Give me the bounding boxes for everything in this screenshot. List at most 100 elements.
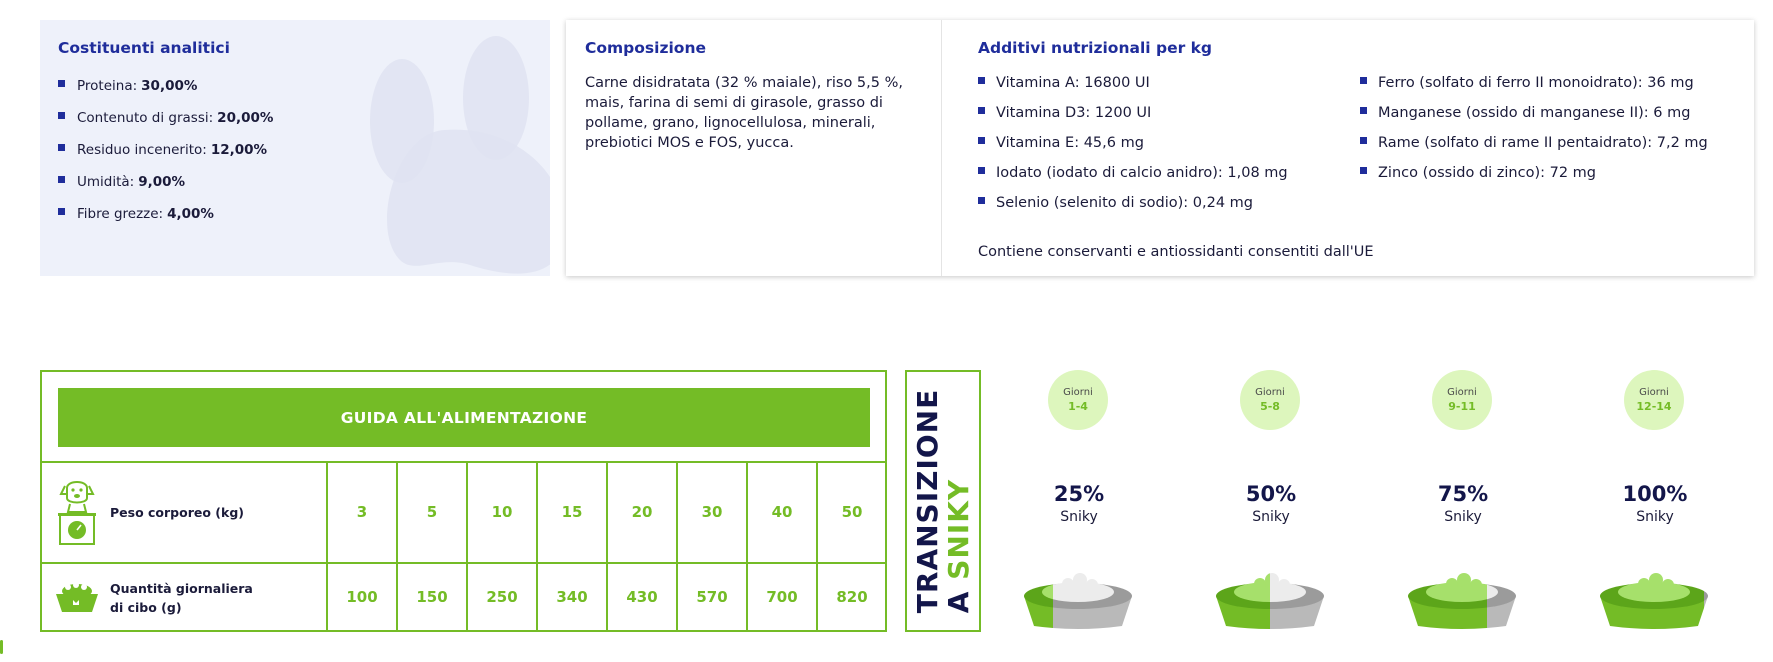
food-bowl-icon bbox=[1408, 573, 1516, 629]
analytic-constituents-title: Costituenti analitici bbox=[58, 39, 230, 57]
transition-brand: SNIKY bbox=[942, 478, 975, 580]
brand-label: Sniky bbox=[1060, 509, 1098, 525]
constituent-value: 4,00% bbox=[167, 206, 214, 222]
additives-column-2: Ferro (solfato di ferro II monoidrato): … bbox=[1360, 75, 1708, 195]
constituent-label: Proteina: bbox=[77, 78, 138, 94]
additives-section: Additivi nutrizionali per kg Vitamina A:… bbox=[978, 39, 1738, 260]
bullet-icon bbox=[978, 167, 985, 174]
days-range: 12-14 bbox=[1636, 400, 1672, 413]
additives-column-1: Vitamina A: 16800 UI Vitamina D3: 1200 U… bbox=[978, 75, 1288, 225]
bullet-icon bbox=[58, 112, 65, 119]
list-item: Vitamina E: 45,6 mg bbox=[978, 135, 1288, 165]
days-range: 9-11 bbox=[1448, 400, 1476, 413]
quantity-cell: 100 bbox=[346, 588, 378, 606]
table-divider bbox=[676, 463, 678, 632]
constituent-value: 9,00% bbox=[138, 174, 186, 190]
constituent-label: Residuo incenerito: bbox=[77, 142, 207, 158]
composition-title: Composizione bbox=[585, 39, 706, 57]
list-item: Iodato (iodato di calcio anidro): 1,08 m… bbox=[978, 165, 1288, 195]
constituent-value: 30,00% bbox=[141, 78, 198, 94]
bullet-icon bbox=[1360, 167, 1367, 174]
mix-percentage: 100% bbox=[1622, 482, 1688, 506]
days-badge: Giorni 12-14 bbox=[1624, 370, 1684, 430]
table-divider bbox=[746, 463, 748, 632]
quantity-label-line-1: Quantità giornaliera bbox=[110, 581, 253, 596]
brand-label: Sniky bbox=[1252, 509, 1290, 525]
food-bowl-icon bbox=[1216, 573, 1324, 629]
table-divider bbox=[536, 463, 538, 632]
table-divider bbox=[326, 463, 328, 632]
weight-cell: 10 bbox=[491, 503, 513, 521]
weight-cell: 40 bbox=[771, 503, 793, 521]
analytic-constituents-panel: Costituenti analitici Proteina: 30,00% Co… bbox=[40, 20, 550, 276]
table-divider bbox=[816, 463, 818, 632]
bullet-icon bbox=[1360, 137, 1367, 144]
divider bbox=[941, 20, 942, 276]
weight-cell: 50 bbox=[841, 503, 863, 521]
days-badge: Giorni 1-4 bbox=[1048, 370, 1108, 430]
bullet-icon bbox=[978, 77, 985, 84]
days-label: Giorni bbox=[1447, 387, 1477, 398]
paw-print-decoration-icon bbox=[370, 36, 550, 274]
quantity-label-line-2: di cibo (g) bbox=[110, 600, 182, 615]
additive-text: Iodato (iodato di calcio anidro): 1,08 m… bbox=[996, 165, 1288, 181]
additives-note: Contiene conservanti e antiossidanti con… bbox=[978, 244, 1374, 260]
food-bowl-icon bbox=[1024, 573, 1132, 629]
mix-percentage: 25% bbox=[1053, 482, 1105, 506]
transition-title-line-2: A bbox=[942, 579, 975, 614]
table-row-weight-label: Peso corporeo (kg) bbox=[42, 463, 326, 562]
list-item: Ferro (solfato di ferro II monoidrato): … bbox=[1360, 75, 1708, 105]
brand-label: Sniky bbox=[1636, 509, 1674, 525]
weight-cell: 3 bbox=[356, 503, 368, 521]
bullet-icon bbox=[1360, 77, 1367, 84]
weight-cell: 15 bbox=[561, 503, 583, 521]
quantity-cell: 150 bbox=[416, 588, 448, 606]
days-range: 5-8 bbox=[1260, 400, 1280, 413]
edge-marker bbox=[0, 640, 3, 654]
quantity-cell: 250 bbox=[486, 588, 518, 606]
list-item: Fibre grezze: 4,00% bbox=[58, 206, 273, 238]
transition-stage: Giorni 12-14 100% Sniky bbox=[1580, 370, 1730, 632]
transition-title-line-1: TRANSIZIONE bbox=[911, 388, 944, 614]
list-item: Rame (solfato di rame II pentaidrato): 7… bbox=[1360, 135, 1708, 165]
bullet-icon bbox=[978, 197, 985, 204]
quantity-cell: 700 bbox=[766, 588, 798, 606]
bullet-icon bbox=[58, 80, 65, 87]
days-label: Giorni bbox=[1063, 387, 1093, 398]
additive-text: Ferro (solfato di ferro II monoidrato): … bbox=[1378, 75, 1694, 91]
list-item: Manganese (ossido di manganese II): 6 mg bbox=[1360, 105, 1708, 135]
constituent-label: Contenuto di grassi: bbox=[77, 110, 214, 126]
dog-on-scale-icon bbox=[54, 478, 100, 548]
additive-text: Vitamina E: 45,6 mg bbox=[996, 135, 1144, 151]
days-label: Giorni bbox=[1255, 387, 1285, 398]
bullet-icon bbox=[978, 137, 985, 144]
list-item: Umidità: 9,00% bbox=[58, 174, 273, 206]
weight-label: Peso corporeo (kg) bbox=[110, 505, 244, 520]
weight-cell: 30 bbox=[701, 503, 723, 521]
additive-text: Vitamina D3: 1200 UI bbox=[996, 105, 1152, 121]
constituent-label: Umidità: bbox=[77, 174, 135, 190]
list-item: Vitamina A: 16800 UI bbox=[978, 75, 1288, 105]
weight-cell: 20 bbox=[631, 503, 653, 521]
quantity-cell: 340 bbox=[556, 588, 588, 606]
transition-stage: Giorni 1-4 25% Sniky bbox=[1004, 370, 1154, 632]
constituent-value: 12,00% bbox=[210, 142, 268, 158]
table-divider bbox=[42, 562, 885, 564]
days-badge: Giorni 9-11 bbox=[1432, 370, 1492, 430]
days-label: Giorni bbox=[1639, 387, 1669, 398]
list-item: Vitamina D3: 1200 UI bbox=[978, 105, 1288, 135]
table-divider bbox=[42, 461, 885, 463]
constituent-value: 20,00% bbox=[217, 110, 274, 126]
composition-text: Carne disidratata (32 % maiale), riso 5,… bbox=[585, 75, 903, 151]
mix-percentage: 75% bbox=[1437, 482, 1489, 506]
bullet-icon bbox=[58, 208, 65, 215]
weight-cell: 5 bbox=[426, 503, 438, 521]
table-divider bbox=[606, 463, 608, 632]
quantity-cell: 570 bbox=[696, 588, 728, 606]
list-item: Residuo incenerito: 12,00% bbox=[58, 142, 273, 174]
table-divider bbox=[396, 463, 398, 632]
bullet-icon bbox=[1360, 107, 1367, 114]
days-badge: Giorni 5-8 bbox=[1240, 370, 1300, 430]
additive-text: Rame (solfato di rame II pentaidrato): 7… bbox=[1378, 135, 1708, 151]
days-range: 1-4 bbox=[1068, 400, 1088, 413]
